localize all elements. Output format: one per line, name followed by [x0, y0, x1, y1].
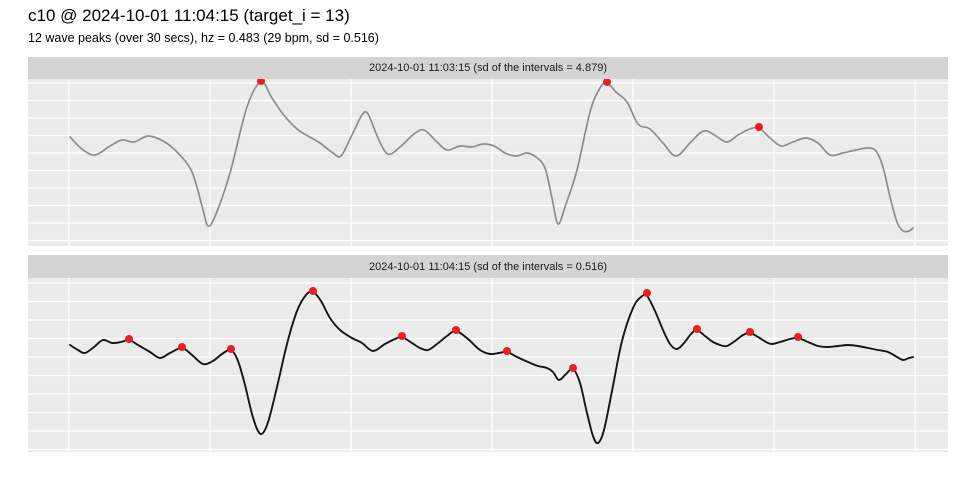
facet-strip-target: 2024-10-01 11:04:15 (sd of the intervals…	[28, 255, 948, 278]
peak-marker	[452, 326, 460, 334]
peak-marker	[309, 287, 317, 295]
peak-marker	[746, 328, 754, 336]
wave-panel-comparison	[28, 79, 948, 246]
wave-line	[69, 290, 914, 445]
wave-line	[69, 81, 914, 233]
panel-background	[28, 79, 948, 246]
wave-chart-svg	[28, 278, 948, 452]
peak-marker	[794, 333, 802, 341]
facet-strip-comparison: 2024-10-01 11:03:15 (sd of the intervals…	[28, 57, 948, 79]
plot-subtitle: 12 wave peaks (over 30 secs), hz = 0.483…	[28, 31, 379, 45]
panel-background	[28, 278, 948, 452]
facet-strip-label: 2024-10-01 11:04:15 (sd of the intervals…	[369, 260, 607, 273]
wave-chart-svg	[28, 79, 948, 246]
wave-panel-target	[28, 278, 948, 452]
peak-marker	[603, 79, 611, 86]
facet-strip-label: 2024-10-01 11:03:15 (sd of the intervals…	[369, 62, 607, 74]
peak-marker	[227, 345, 235, 353]
peak-marker	[569, 364, 577, 372]
peak-marker	[693, 325, 701, 333]
peak-marker	[755, 123, 763, 131]
peak-marker	[178, 343, 186, 351]
peak-marker	[398, 332, 406, 340]
peak-marker	[643, 289, 651, 297]
peak-marker	[125, 335, 133, 343]
peak-marker	[503, 347, 511, 355]
peak-marker	[257, 79, 265, 85]
page-title: c10 @ 2024-10-01 11:04:15 (target_i = 13…	[28, 6, 350, 25]
